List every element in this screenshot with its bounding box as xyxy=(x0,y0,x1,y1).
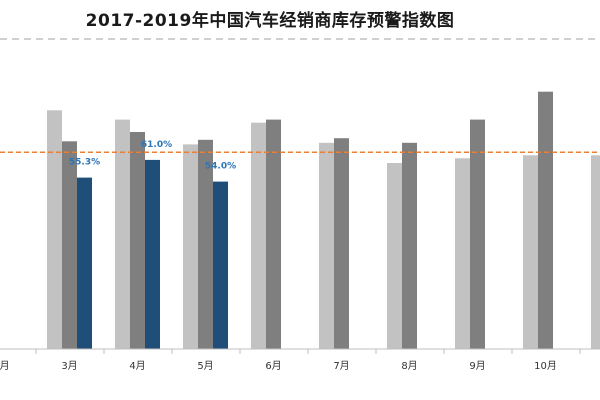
bar-s2-1 xyxy=(77,177,92,349)
x-tick-label-4: 6月 xyxy=(265,360,281,372)
x-tick-label-0: 2月 xyxy=(0,360,10,372)
bar-s1-5 xyxy=(334,138,349,349)
bar-s0-6 xyxy=(387,163,402,349)
bar-s1-8 xyxy=(538,91,553,349)
bar-s0-8 xyxy=(523,155,538,350)
bar-s0-7 xyxy=(455,158,470,349)
chart-title: 2017-2019年中国汽车经销商库存预警指数图 xyxy=(85,11,455,31)
bars-group xyxy=(47,91,600,350)
bar-s1-6 xyxy=(402,142,417,349)
data-label-1: 55.3% xyxy=(69,158,100,168)
bar-s0-9 xyxy=(591,155,600,350)
x-tick-label-6: 8月 xyxy=(401,360,417,372)
data-label-3: 54.0% xyxy=(205,162,236,172)
bar-s2-3 xyxy=(213,181,228,349)
bar-s0-3 xyxy=(183,144,198,349)
bar-s0-1 xyxy=(47,110,62,349)
x-tick-label-8: 10月 xyxy=(534,360,557,372)
bar-s1-7 xyxy=(470,119,485,349)
x-axis-ticks: 2月3月4月5月6月7月8月9月10月11月 xyxy=(0,349,581,372)
x-tick-label-3: 5月 xyxy=(197,360,213,372)
bar-s0-4 xyxy=(251,122,266,349)
bar-s0-2 xyxy=(115,119,130,349)
bar-s1-1 xyxy=(62,141,77,349)
x-tick-label-7: 9月 xyxy=(469,360,485,372)
bar-s0-5 xyxy=(319,142,334,349)
data-labels-group: 3%55.3%61.0%54.0% xyxy=(69,140,236,172)
x-tick-label-2: 4月 xyxy=(129,360,145,372)
bar-s1-3 xyxy=(198,139,213,350)
bar-s1-2 xyxy=(130,132,145,349)
data-label-2: 61.0% xyxy=(141,140,172,150)
bar-s1-4 xyxy=(266,119,281,349)
x-tick-label-5: 7月 xyxy=(333,360,349,372)
bar-s2-2 xyxy=(145,159,160,349)
x-tick-label-1: 3月 xyxy=(61,360,77,372)
